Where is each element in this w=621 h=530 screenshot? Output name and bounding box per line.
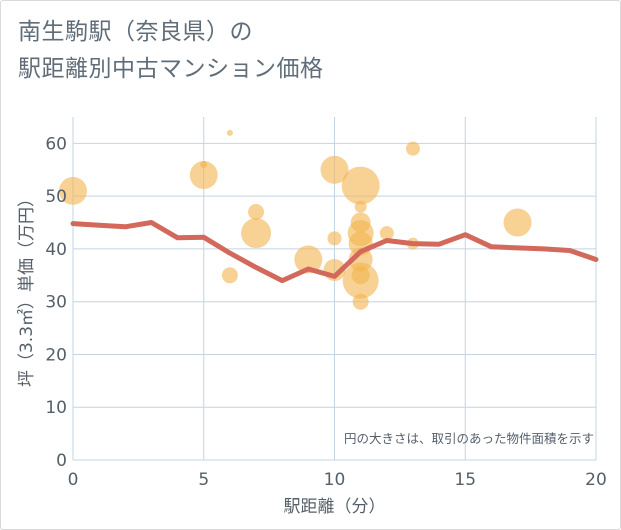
data-bubble xyxy=(342,262,379,299)
chart-title-line1: 南生駒駅（奈良県）の xyxy=(18,19,253,45)
data-bubble xyxy=(503,208,532,237)
y-tick-label: 20 xyxy=(45,345,67,365)
x-tick-label: 20 xyxy=(585,470,607,490)
data-bubble xyxy=(405,141,420,156)
bubble-layer xyxy=(59,129,532,310)
y-tick-label: 0 xyxy=(56,451,67,471)
data-bubble xyxy=(59,176,87,205)
chart-title-line2: 駅距離別中古マンション価格 xyxy=(18,56,324,82)
data-bubble xyxy=(341,166,380,205)
data-bubble xyxy=(241,218,272,249)
data-bubble xyxy=(327,231,342,246)
data-bubble xyxy=(221,267,238,284)
data-bubble xyxy=(379,226,394,241)
y-tick-labels: 0 10 20 30 40 50 60 xyxy=(45,134,67,471)
y-tick-label: 30 xyxy=(45,293,67,313)
y-axis-label: 坪（3.3㎡）単価（万円） xyxy=(17,190,37,387)
data-bubble xyxy=(352,293,369,310)
y-tick-label: 40 xyxy=(45,240,67,260)
line-layer xyxy=(70,220,599,284)
x-tick-label: 5 xyxy=(198,470,209,490)
y-tick-label: 10 xyxy=(45,398,67,418)
y-tick-label: 50 xyxy=(45,187,67,207)
x-tick-labels: 0 5 10 15 20 xyxy=(68,470,607,490)
x-tick-label: 15 xyxy=(454,470,476,490)
average-price-line xyxy=(70,220,599,284)
data-bubble xyxy=(320,155,349,184)
data-bubble xyxy=(226,129,233,136)
data-bubble xyxy=(189,161,218,190)
data-bubble xyxy=(294,245,323,274)
data-bubble xyxy=(354,200,367,213)
chart-title: 南生駒駅（奈良県）の 駅距離別中古マンション価格 xyxy=(18,14,324,88)
x-tick-label: 10 xyxy=(324,470,346,490)
x-tick-label: 0 xyxy=(68,470,79,490)
data-bubble xyxy=(248,203,265,220)
y-tick-label: 60 xyxy=(45,134,67,154)
bubble-size-note: 円の大きさは、取引のあった物件面積を示す xyxy=(344,431,594,446)
x-axis-label: 駅距離（分） xyxy=(284,497,386,517)
data-bubble xyxy=(200,160,208,169)
